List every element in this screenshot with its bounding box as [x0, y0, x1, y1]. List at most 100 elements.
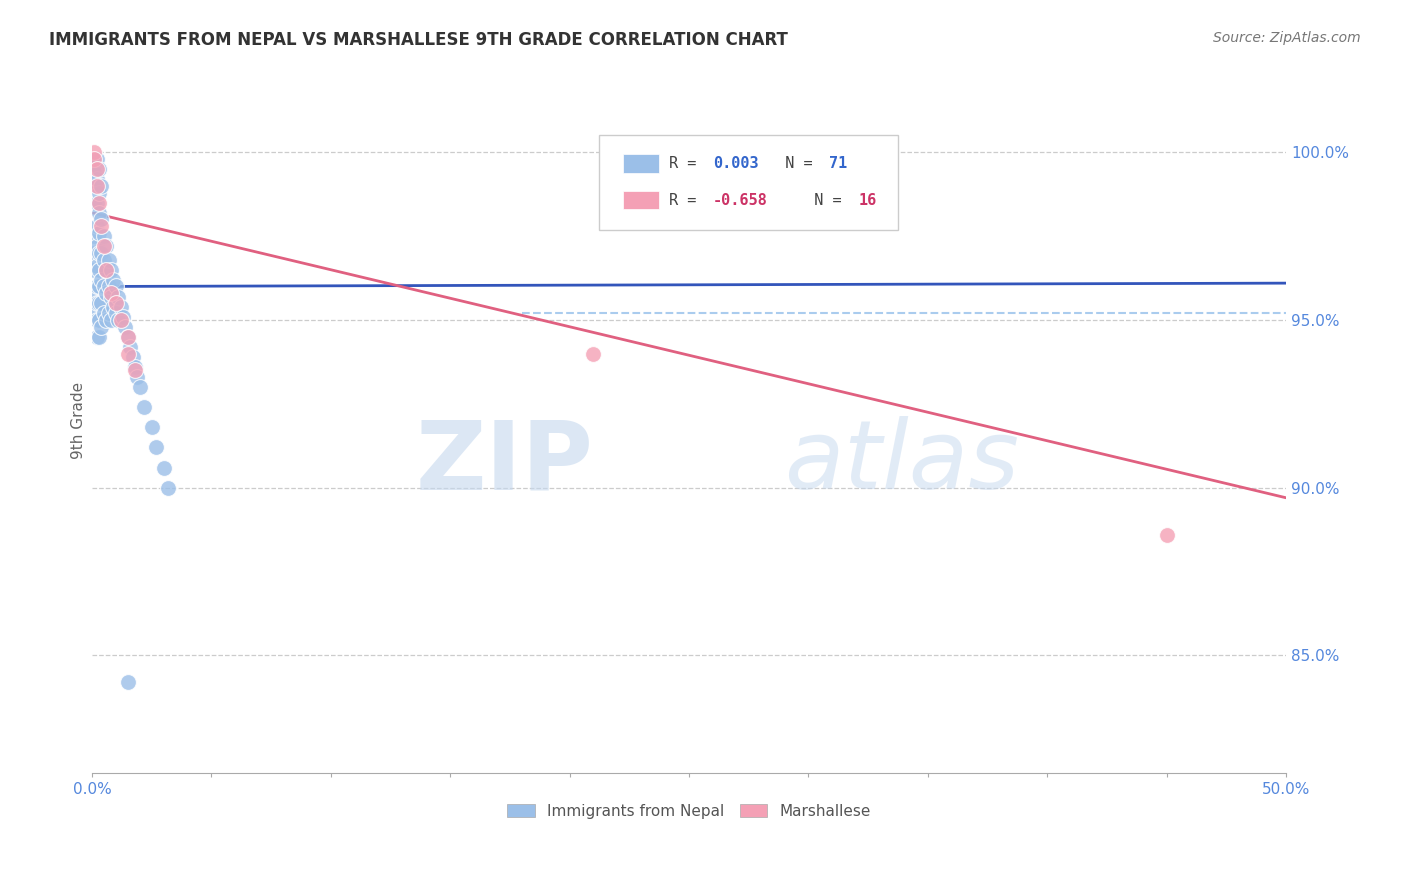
- Point: [117, 346, 139, 360]
- Point: [87, 296, 110, 310]
- Point: [93, 306, 115, 320]
- Point: [104, 306, 127, 320]
- Point: [90, 212, 112, 227]
- Point: [86, 313, 108, 327]
- Point: [117, 675, 139, 690]
- Point: [86, 296, 108, 310]
- Point: [103, 273, 125, 287]
- Point: [87, 195, 110, 210]
- Point: [97, 306, 120, 320]
- Point: [83, 195, 105, 210]
- Point: [152, 460, 174, 475]
- Point: [83, 229, 105, 244]
- Point: [96, 286, 118, 301]
- Point: [83, 152, 105, 166]
- Point: [100, 262, 122, 277]
- Point: [107, 289, 129, 303]
- FancyBboxPatch shape: [599, 136, 898, 230]
- Point: [124, 359, 146, 374]
- Point: [107, 313, 129, 327]
- Point: [83, 165, 105, 179]
- Point: [83, 286, 105, 301]
- Point: [100, 286, 122, 301]
- Text: R =: R =: [669, 156, 706, 171]
- Point: [86, 279, 108, 293]
- Y-axis label: 9th Grade: 9th Grade: [72, 382, 86, 459]
- Point: [97, 252, 120, 267]
- Text: 16: 16: [859, 193, 877, 208]
- Point: [100, 313, 122, 327]
- Point: [145, 441, 167, 455]
- Point: [86, 239, 108, 253]
- Point: [96, 262, 118, 277]
- Point: [103, 300, 125, 314]
- Point: [96, 262, 118, 277]
- Point: [120, 340, 142, 354]
- Point: [87, 279, 110, 293]
- Legend: Immigrants from Nepal, Marshallese: Immigrants from Nepal, Marshallese: [501, 797, 877, 825]
- Point: [83, 306, 105, 320]
- Point: [93, 252, 115, 267]
- Point: [110, 313, 132, 327]
- Point: [90, 273, 112, 287]
- Point: [111, 310, 134, 324]
- Point: [157, 481, 180, 495]
- Point: [97, 279, 120, 293]
- Point: [96, 239, 118, 253]
- Point: [83, 145, 105, 160]
- Point: [87, 226, 110, 240]
- Point: [87, 313, 110, 327]
- Point: [93, 279, 115, 293]
- Point: [124, 363, 146, 377]
- Point: [83, 178, 105, 193]
- Point: [582, 346, 605, 360]
- Point: [87, 205, 110, 219]
- Point: [121, 350, 143, 364]
- Point: [90, 319, 112, 334]
- Point: [104, 279, 127, 293]
- Point: [93, 229, 115, 244]
- Text: 0.003: 0.003: [713, 156, 758, 171]
- Point: [90, 296, 112, 310]
- Point: [83, 262, 105, 277]
- Bar: [623, 191, 659, 210]
- Point: [87, 330, 110, 344]
- Text: N =: N =: [796, 193, 851, 208]
- Point: [83, 152, 105, 166]
- Point: [96, 313, 118, 327]
- Text: ZIP: ZIP: [416, 417, 593, 509]
- Point: [83, 246, 105, 260]
- Point: [90, 219, 112, 234]
- Point: [87, 186, 110, 200]
- Point: [90, 246, 112, 260]
- Point: [86, 219, 108, 234]
- Point: [93, 239, 115, 253]
- Point: [87, 246, 110, 260]
- Point: [127, 370, 149, 384]
- Point: [86, 330, 108, 344]
- Point: [90, 178, 112, 193]
- Point: [117, 330, 139, 344]
- Point: [86, 260, 108, 274]
- Bar: [623, 154, 659, 173]
- Text: atlas: atlas: [785, 417, 1019, 509]
- Point: [1156, 527, 1178, 541]
- Point: [104, 296, 127, 310]
- Point: [86, 178, 108, 193]
- Text: IMMIGRANTS FROM NEPAL VS MARSHALLESE 9TH GRADE CORRELATION CHART: IMMIGRANTS FROM NEPAL VS MARSHALLESE 9TH…: [49, 31, 789, 49]
- Text: Source: ZipAtlas.com: Source: ZipAtlas.com: [1213, 31, 1361, 45]
- Point: [86, 172, 108, 186]
- Point: [86, 195, 108, 210]
- Point: [87, 162, 110, 177]
- Point: [134, 401, 156, 415]
- Text: -0.658: -0.658: [713, 193, 768, 208]
- Point: [128, 380, 150, 394]
- Point: [87, 262, 110, 277]
- Text: N =: N =: [766, 156, 821, 171]
- Point: [86, 162, 108, 177]
- Point: [114, 319, 136, 334]
- Point: [117, 330, 139, 344]
- Point: [100, 289, 122, 303]
- Point: [141, 420, 163, 434]
- Point: [86, 152, 108, 166]
